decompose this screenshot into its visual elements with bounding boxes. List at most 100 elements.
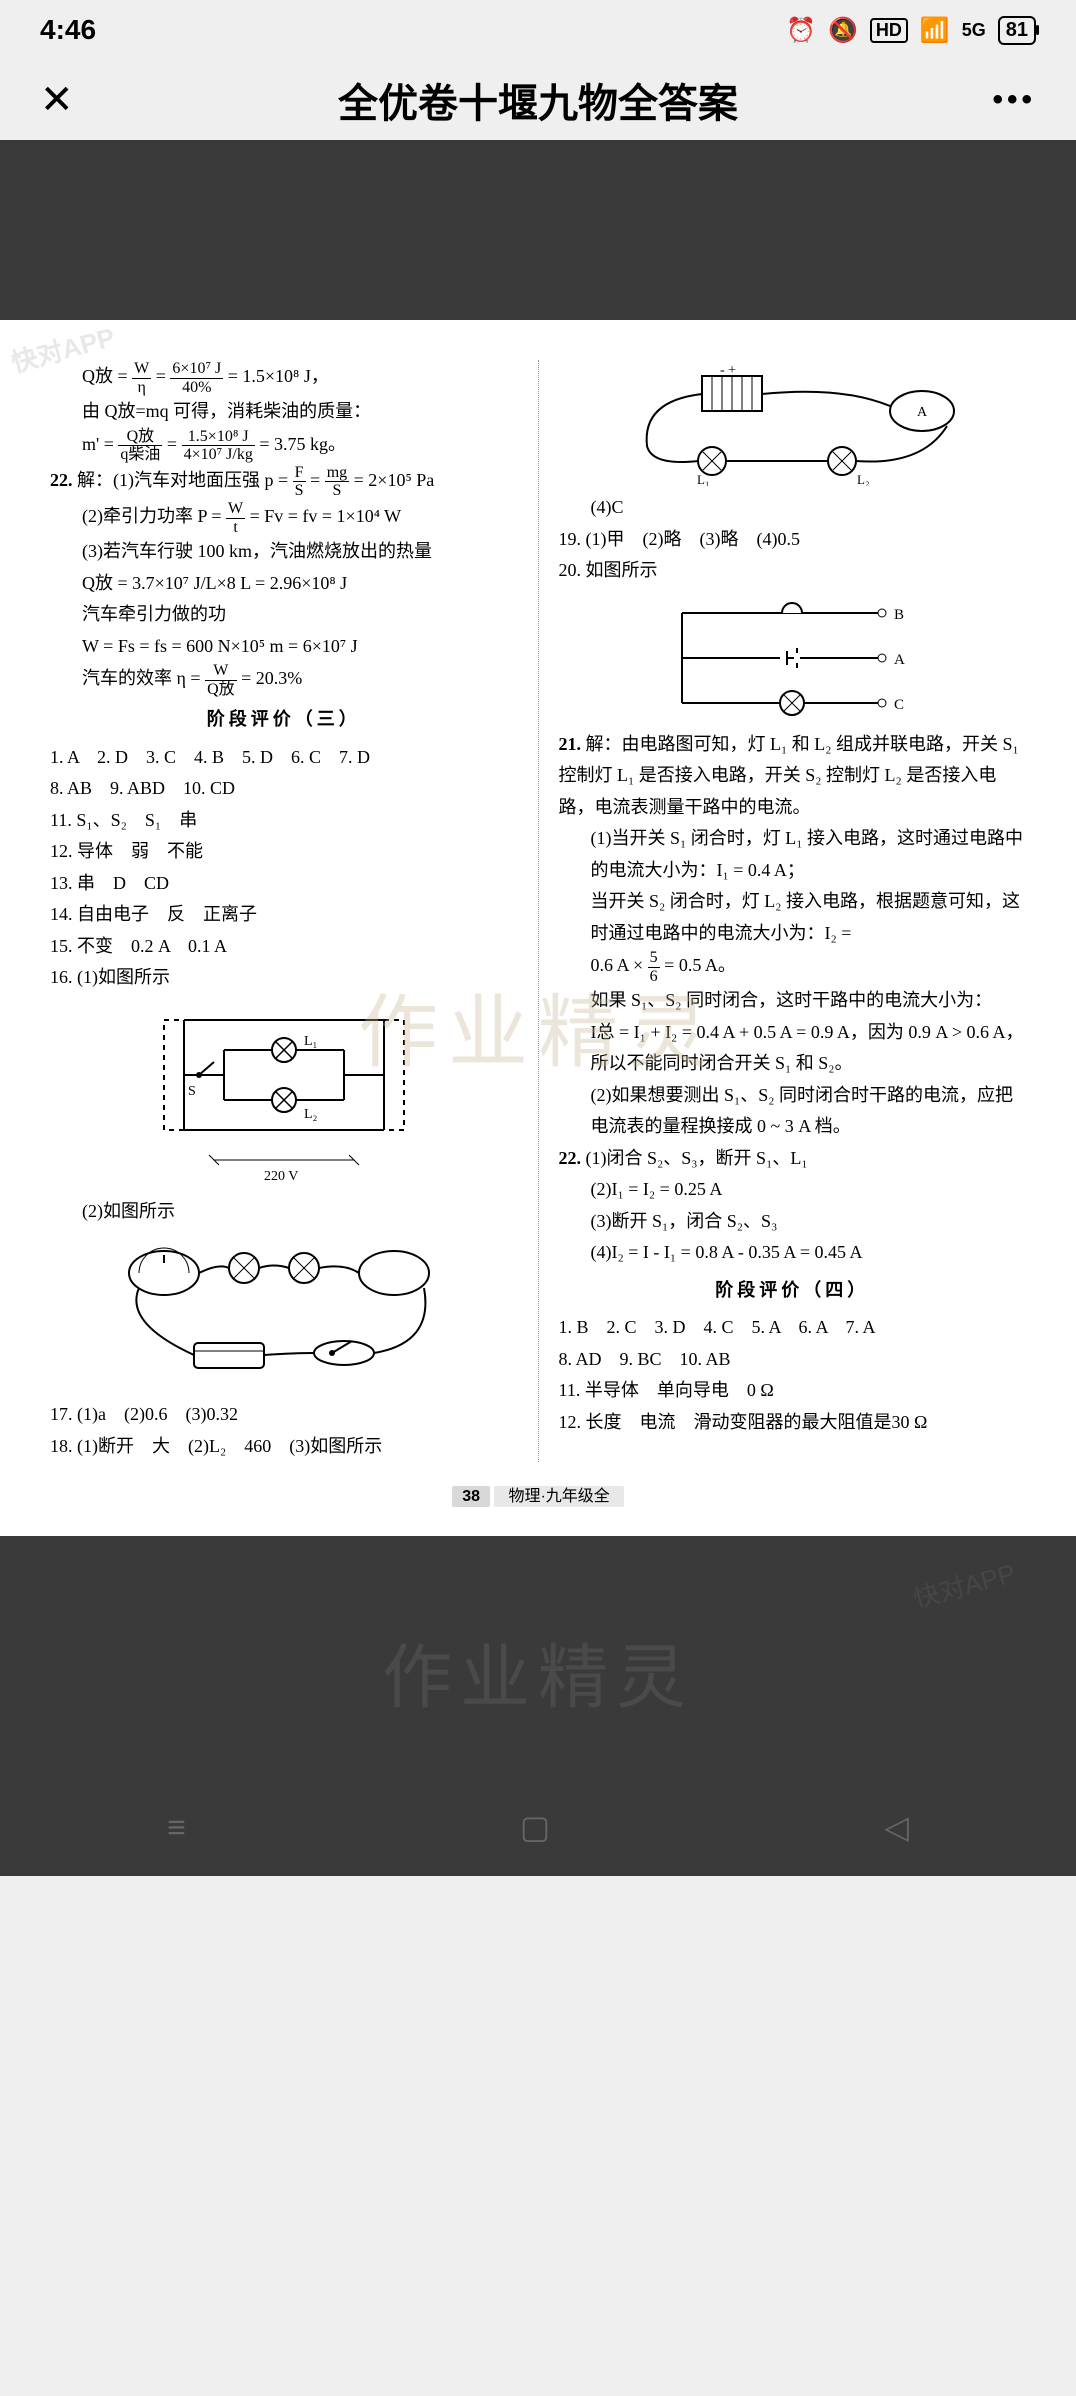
q22r: 22. (1)闭合 S₂、S₃，断开 S₁、L₁: [559, 1143, 1027, 1175]
ans-12: 12. 导体 弱 不能: [50, 836, 518, 868]
frac-d: S: [325, 482, 349, 500]
ans-b12: 12. 长度 电流 滑动变阻器的最大阻值是30 Ω: [559, 1407, 1027, 1439]
frac-d: η: [132, 379, 151, 397]
ans-1-7: 1. A 2. D 3. C 4. B 5. D 6. C 7. D: [50, 742, 518, 774]
circuit-diagram-2: [94, 1233, 474, 1393]
txt: = 20.3%: [241, 668, 302, 688]
status-icons: ⏰ 🔕 HD 📶 5G 81: [786, 16, 1036, 45]
right-column: - + A L₁ L₂ (4)C 19. (1)甲 (2)略 (3)略 (4)0…: [538, 360, 1027, 1462]
svg-text:L₁: L₁: [697, 472, 709, 486]
txt: (3)断开 S₁，闭合 S₂、S₃: [559, 1206, 1027, 1238]
qnum: 21.: [559, 734, 582, 754]
frac-d: 4×10⁷ J/kg: [182, 446, 255, 464]
txt: Q放 = 3.7×10⁷ J/L×8 L = 2.96×10⁸ J: [50, 568, 518, 600]
dark-band-top: [0, 140, 1076, 320]
app-header: ✕ 全优卷十堰九物全答案 •••: [0, 60, 1076, 140]
txt: (1)当开关 S₁ 闭合时，灯 L₁ 接入电路，这时通过电路中的电流大小为：I₁…: [559, 823, 1027, 886]
q21-calc: 0.6 A × 56 = 0.5 A。: [559, 949, 1027, 985]
frac-n: F: [293, 464, 306, 483]
left-column: Q放 = Wη = 6×10⁷ J40% = 1.5×10⁸ J， 由 Q放=m…: [50, 360, 518, 1462]
watermark-bottom: 作业精灵: [382, 1622, 694, 1723]
ans-4c: (4)C: [559, 492, 1027, 524]
ans-19: 19. (1)甲 (2)略 (3)略 (4)0.5: [559, 524, 1027, 556]
ans-16: 16. (1)如图所示: [50, 962, 518, 994]
network-icon: 5G: [962, 20, 986, 41]
svg-text:L₂: L₂: [857, 472, 869, 486]
qnum: 22.: [50, 470, 73, 490]
two-column-layout: Q放 = Wη = 6×10⁷ J40% = 1.5×10⁸ J， 由 Q放=m…: [50, 360, 1026, 1462]
status-bar: 4:46 ⏰ 🔕 HD 📶 5G 81: [0, 0, 1076, 60]
label-a: A: [894, 652, 905, 668]
txt: =: [167, 434, 182, 454]
txt: 当开关 S₂ 闭合时，灯 L₂ 接入电路，根据题意可知，这时通过电路中的电流大小…: [559, 886, 1027, 949]
svg-text:A: A: [917, 405, 928, 420]
frac-n: Q放: [118, 428, 162, 447]
frac-d: Q放: [205, 681, 237, 699]
circuit-diagram-1: L₁ L₂ S 220 V: [124, 1000, 444, 1190]
mute-icon: 🔕: [828, 16, 858, 45]
ans-b8-10: 8. AD 9. BC 10. AB: [559, 1344, 1027, 1376]
section-title-4: 阶段评价（四）: [559, 1275, 1027, 1307]
more-icon[interactable]: •••: [992, 83, 1036, 117]
q21: 21. 解：由电路图可知，灯 L₁ 和 L₂ 组成并联电路，开关 S₁ 控制灯 …: [559, 729, 1027, 824]
frac-d: 6: [648, 968, 660, 986]
battery-icon: 81: [998, 16, 1036, 45]
txt: I总 = I₁ + I₂ = 0.4 A + 0.5 A = 0.9 A，因为 …: [559, 1017, 1027, 1080]
frac-n: W: [132, 360, 151, 379]
ans-b1-7: 1. B 2. C 3. D 4. C 5. A 6. A 7. A: [559, 1312, 1027, 1344]
ans-13: 13. 串 D CD: [50, 868, 518, 900]
ans-15: 15. 不变 0.2 A 0.1 A: [50, 931, 518, 963]
circuit-diagram-3: - + A L₁ L₂: [602, 366, 982, 486]
nav-bar: ≡ ▢ ◁: [0, 1808, 1076, 1846]
wifi-icon: 📶: [920, 16, 950, 45]
label-l2: L₂: [304, 1107, 318, 1122]
txt: (2)牵引力功率 P =: [82, 506, 226, 526]
txt: W = Fs = fs = 600 N×10⁵ m = 6×10⁷ J: [50, 631, 518, 663]
ans-11: 11. S₁、S₂ S₁ 串: [50, 805, 518, 837]
frac-n: mg: [325, 464, 349, 483]
q22-2: (2)牵引力功率 P = Wt = Fv = fv = 1×10⁴ W: [50, 500, 518, 536]
section-title-3: 阶段评价（三）: [50, 704, 518, 736]
frac-n: W: [226, 500, 245, 519]
q22: 22. 解：(1)汽车对地面压强 p = FS = mgS = 2×10⁵ Pa: [50, 464, 518, 500]
nav-menu-icon[interactable]: ≡: [167, 1809, 186, 1846]
label-b: B: [894, 607, 904, 623]
txt: = 0.5 A。: [664, 955, 736, 975]
page-number: 38: [452, 1486, 490, 1507]
alarm-icon: ⏰: [786, 16, 816, 45]
qnum: 22.: [559, 1148, 582, 1168]
label-l1: L₁: [304, 1034, 317, 1049]
nav-back-icon[interactable]: ◁: [884, 1808, 909, 1846]
dark-band-bottom: 快对APP 作业精灵 ≡ ▢ ◁: [0, 1536, 1076, 1876]
txt: m' =: [82, 434, 118, 454]
close-icon[interactable]: ✕: [40, 77, 74, 123]
txt: 由 Q放=mq 可得，消耗柴油的质量：: [50, 396, 518, 428]
frac-d: S: [293, 482, 306, 500]
page-title: 全优卷十堰九物全答案: [338, 71, 738, 129]
status-time: 4:46: [40, 14, 96, 46]
txt: = 2×10⁵ Pa: [354, 470, 435, 490]
frac-n: W: [205, 662, 237, 681]
txt: (1)闭合 S₂、S₃，断开 S₁、L₁: [586, 1148, 808, 1168]
frac-n: 1.5×10⁸ J: [182, 428, 255, 447]
txt: (4)I₂ = I - I₁ = 0.8 A - 0.35 A = 0.45 A: [559, 1237, 1027, 1269]
ans-20: 20. 如图所示: [559, 555, 1027, 587]
document-page: 快对APP 作业精灵 Q放 = Wη = 6×10⁷ J40% = 1.5×10…: [0, 320, 1076, 1536]
watermark-app-bottom: 快对APP: [909, 1554, 1019, 1617]
txt: 汽车的效率 η =: [82, 668, 205, 688]
txt: = Fv = fv = 1×10⁴ W: [250, 506, 402, 526]
txt: = 3.75 kg。: [259, 434, 346, 454]
ans-16-2: (2)如图所示: [50, 1196, 518, 1228]
label-220v: 220 V: [264, 1169, 298, 1184]
txt: 0.6 A ×: [591, 955, 648, 975]
page-label: 物理·九年级全: [494, 1486, 623, 1507]
svg-text:- +: - +: [720, 366, 736, 378]
frac-n: 6×10⁷ J: [170, 360, 223, 379]
frac-d: t: [226, 519, 245, 537]
txt: 解：(1)汽车对地面压强 p =: [77, 470, 293, 490]
txt: 如果 S₁、S₂ 同时闭合，这时干路中的电流大小为：: [559, 985, 1027, 1017]
q22-eff: 汽车的效率 η = WQ放 = 20.3%: [50, 662, 518, 698]
txt: Q放 =: [82, 366, 128, 386]
nav-home-icon[interactable]: ▢: [520, 1808, 550, 1846]
ans-18: 18. (1)断开 大 (2)L₂ 460 (3)如图所示: [50, 1431, 518, 1463]
